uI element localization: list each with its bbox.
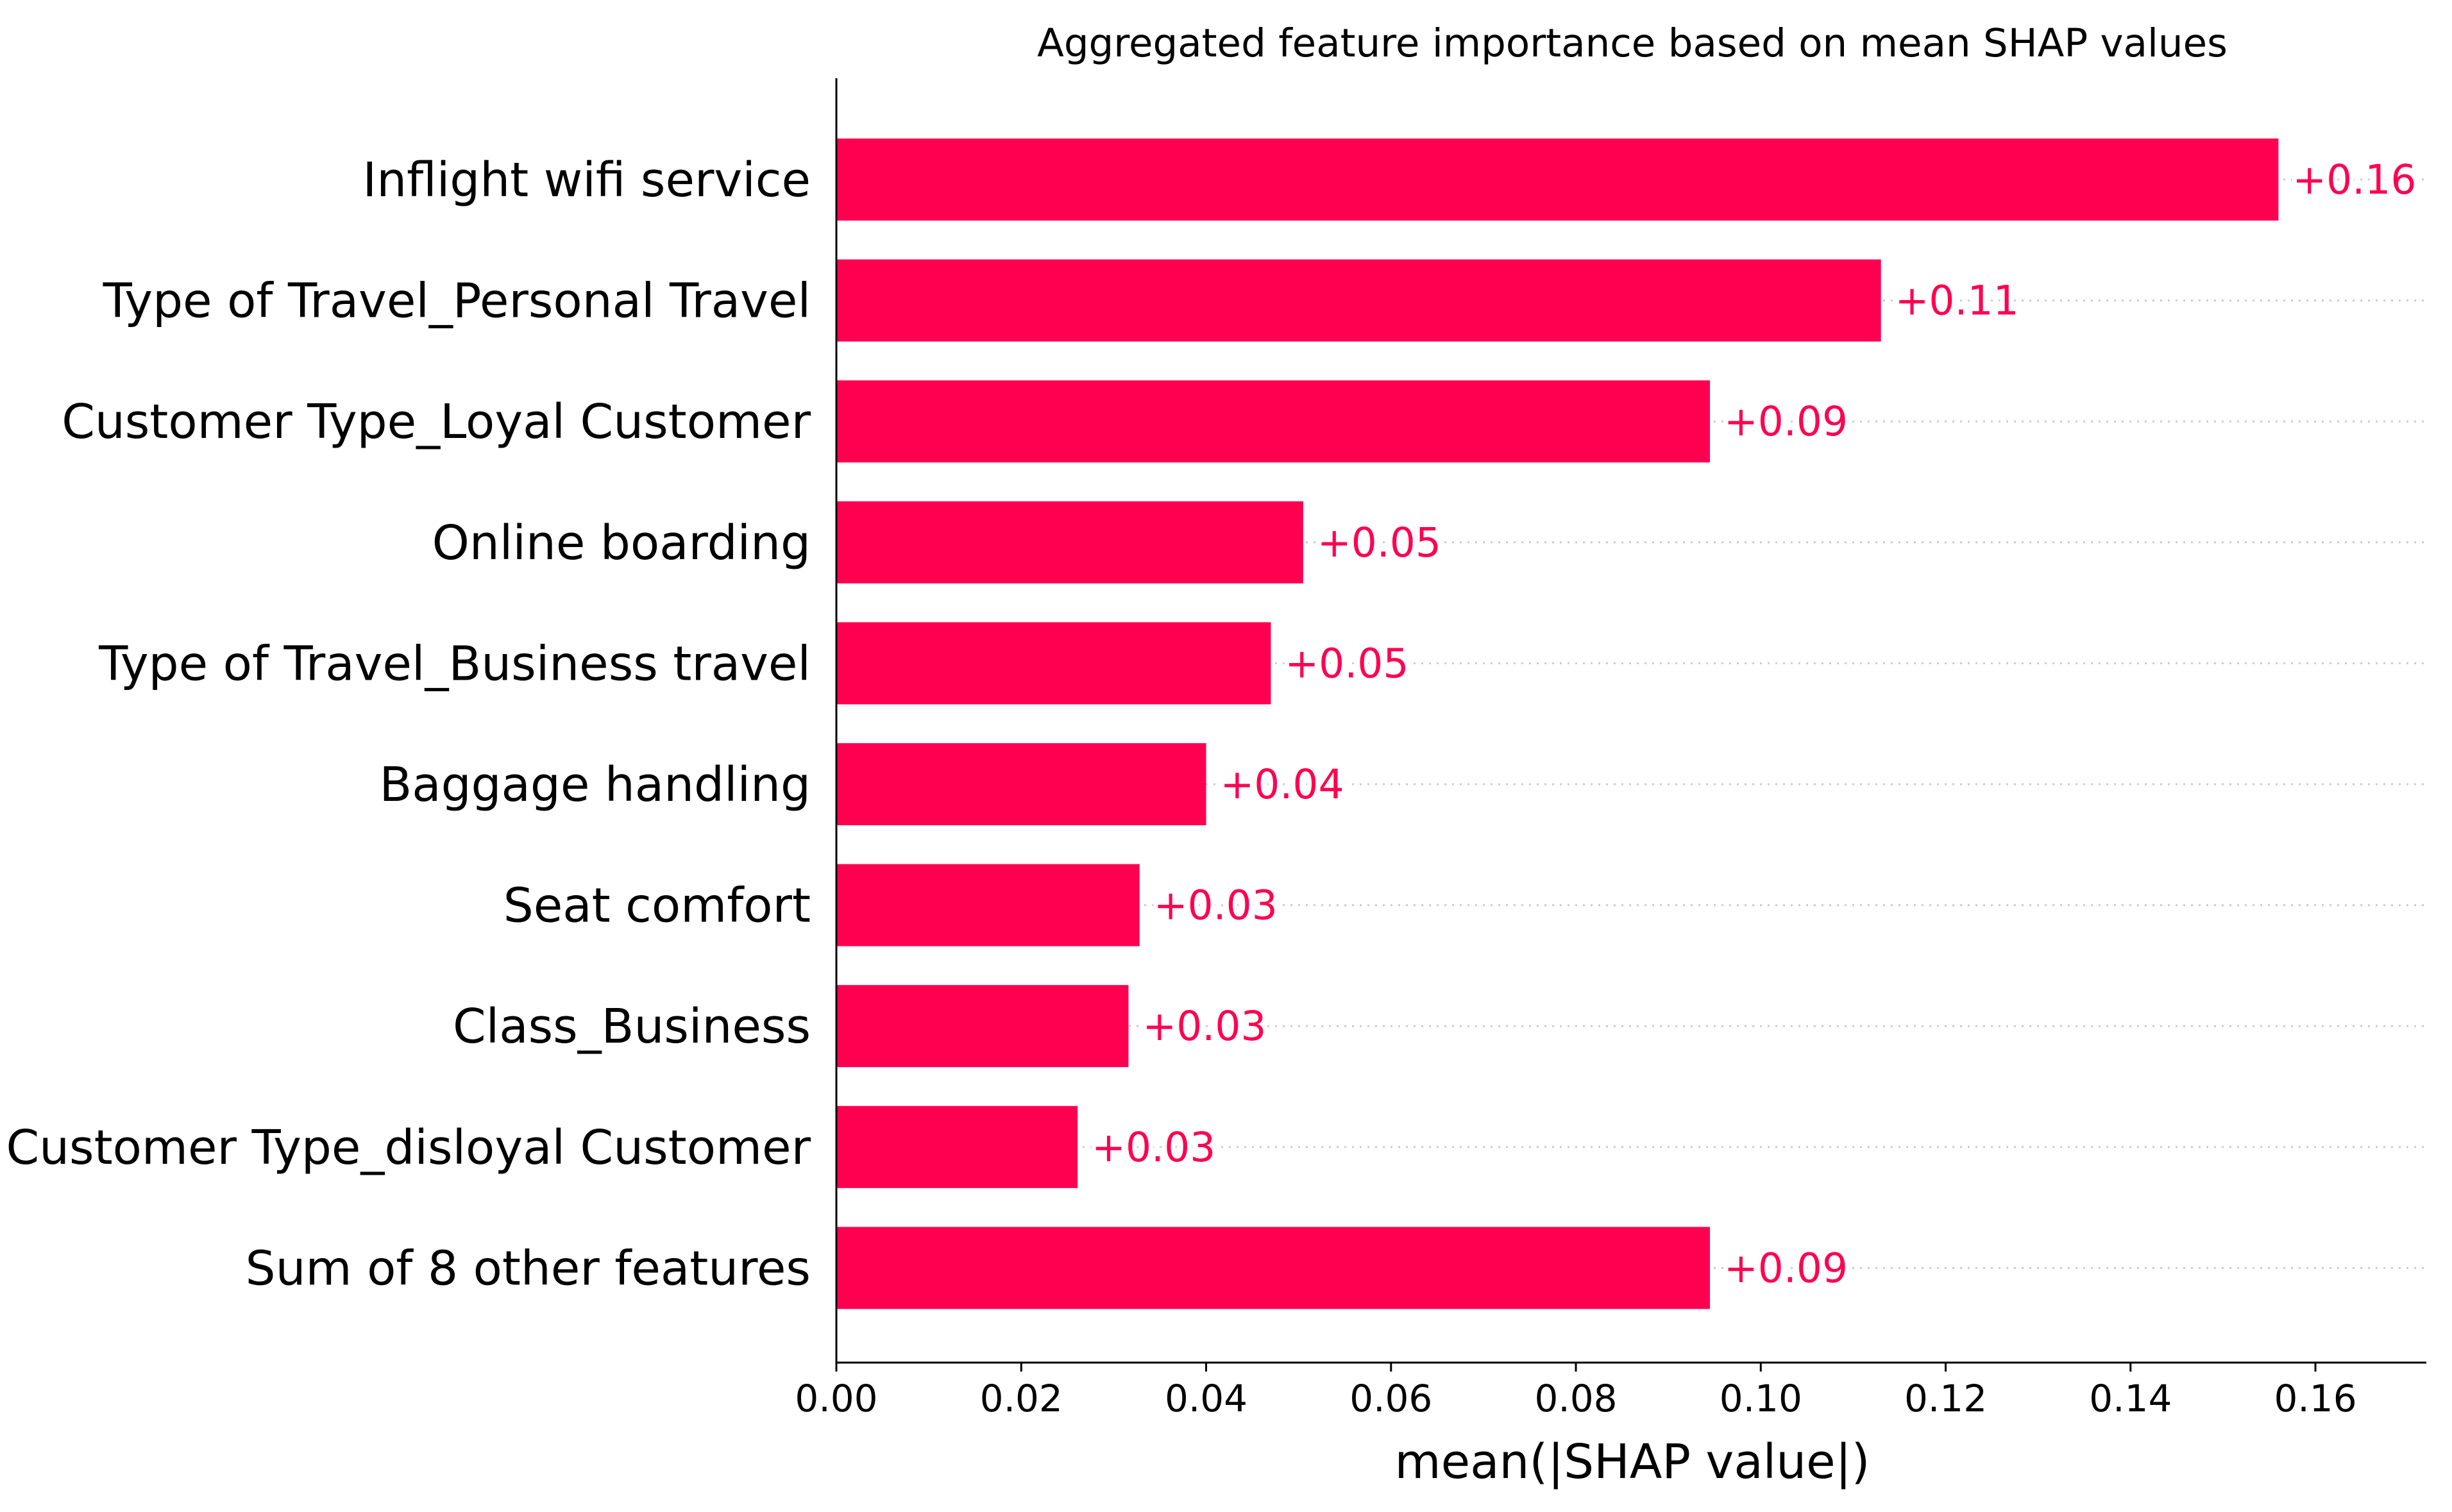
data-label: +0.03 xyxy=(1092,1124,1215,1171)
category-label: Inflight wifi service xyxy=(362,153,811,208)
data-label: +0.09 xyxy=(1724,398,1848,445)
data-label: +0.11 xyxy=(1895,278,2019,324)
data-label: +0.05 xyxy=(1285,640,1408,687)
data-label: +0.04 xyxy=(1221,761,1344,808)
value-labels: +0.16 +0.11 +0.09 +0.05 +0.05 +0.04 +0.03 +0.03… xyxy=(1087,152,2421,1296)
data-label: +0.03 xyxy=(1142,1003,1266,1050)
x-tick-label: 0.00 xyxy=(795,1377,877,1420)
category-label: Customer Type_disloyal Customer xyxy=(6,1120,811,1175)
bar xyxy=(836,864,1140,946)
bars xyxy=(836,139,2279,1309)
x-tick-label: 0.16 xyxy=(2274,1377,2356,1420)
axes: 0.00 0.02 0.04 0.06 0.08 0.10 0.12 0.14 0.16 xyxy=(795,78,2426,1420)
category-label: Type of Travel_Business travel xyxy=(98,636,811,691)
x-tick-label: 0.10 xyxy=(1720,1377,1802,1420)
category-label: Customer Type_Loyal Customer xyxy=(62,394,811,449)
x-tick-label: 0.14 xyxy=(2089,1377,2172,1420)
bar xyxy=(836,380,1711,463)
category-label: Online boarding xyxy=(432,516,811,571)
bar xyxy=(836,1227,1711,1309)
bar xyxy=(836,501,1303,584)
bar xyxy=(836,622,1271,705)
data-label: +0.09 xyxy=(1724,1245,1848,1291)
category-label: Seat comfort xyxy=(503,878,811,934)
category-label: Baggage handling xyxy=(379,757,811,812)
x-tick-label: 0.02 xyxy=(980,1377,1063,1420)
x-tick-label: 0.06 xyxy=(1349,1377,1432,1420)
row-guides xyxy=(836,178,2426,1269)
x-tick-label: 0.04 xyxy=(1165,1377,1247,1420)
x-axis-label: mean(|SHAP value|) xyxy=(1395,1434,1870,1490)
data-label: +0.03 xyxy=(1154,882,1278,929)
x-tick-label: 0.12 xyxy=(1904,1377,1987,1420)
bar xyxy=(836,743,1206,825)
chart-title: Aggregated feature importance based on m… xyxy=(1037,21,2228,66)
category-label: Class_Business xyxy=(453,999,811,1054)
bar xyxy=(836,259,1881,342)
data-label: +0.16 xyxy=(2292,156,2416,203)
category-label: Type of Travel_Personal Travel xyxy=(103,274,811,329)
bar xyxy=(836,985,1129,1068)
category-labels: Inflight wifi service Type of Travel_Pers… xyxy=(6,153,811,1296)
bar xyxy=(836,1105,1078,1188)
x-tick-label: 0.08 xyxy=(1534,1377,1617,1420)
data-label: +0.05 xyxy=(1317,519,1441,566)
category-label: Sum of 8 other features xyxy=(246,1241,811,1296)
bar xyxy=(836,139,2279,221)
